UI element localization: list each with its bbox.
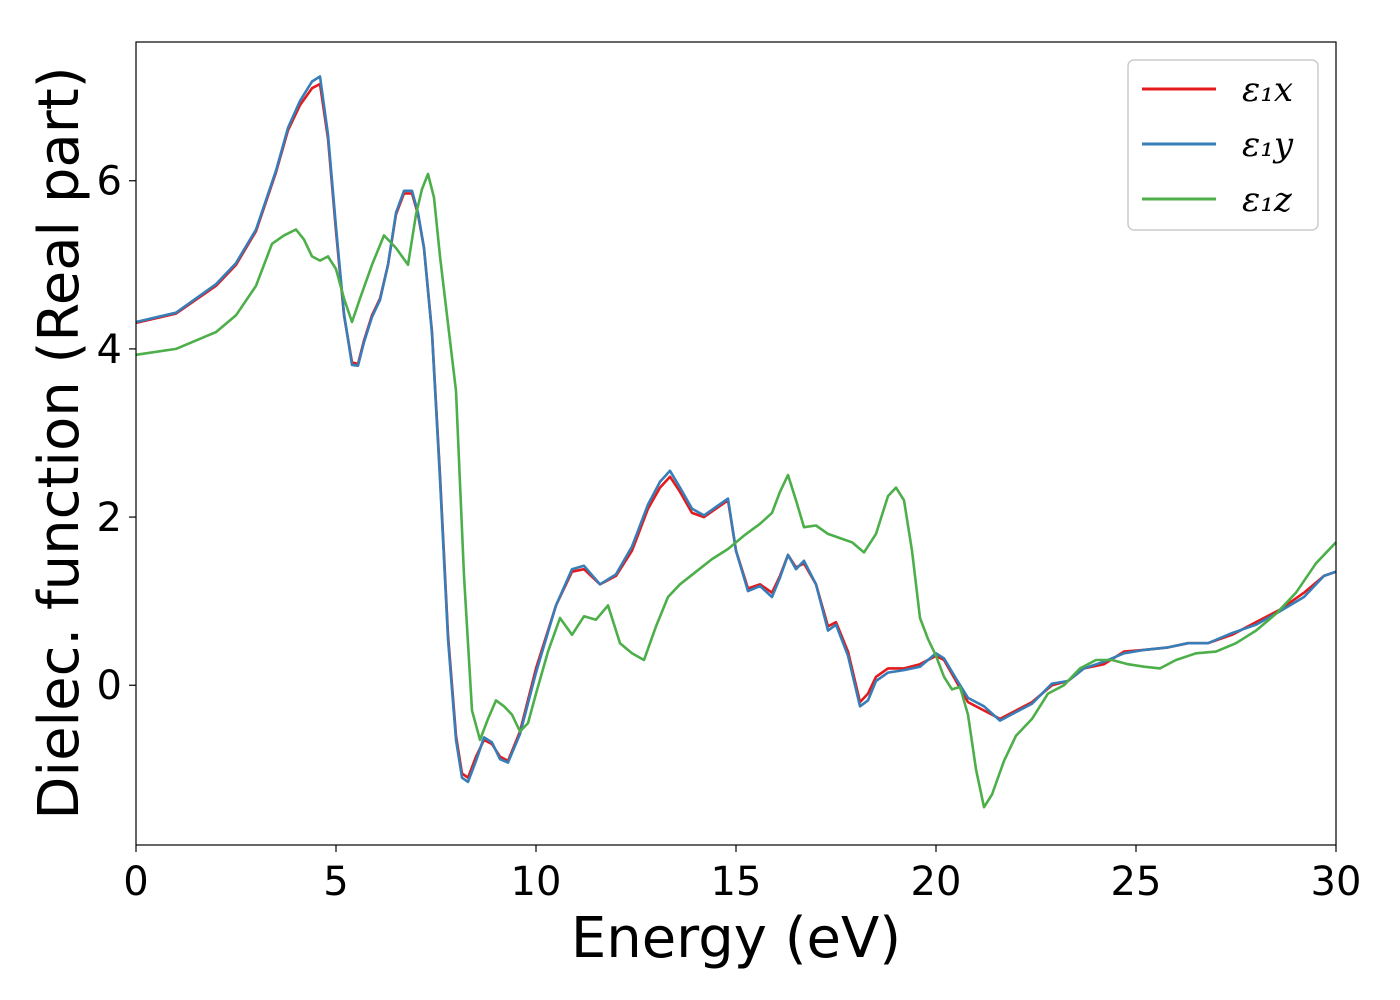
y-axis-title: Dielec. function (Real part) [27,66,92,819]
legend-label-2: ε₁z [1242,180,1293,220]
legend-label-1: ε₁y [1242,125,1294,165]
x-tick-label: 5 [323,859,348,905]
series-line-1 [135,75,1337,784]
y-axis: 0 2 4 6 [97,159,136,709]
x-tick-label: 0 [123,859,148,905]
legend: ε₁x ε₁y ε₁z [1127,59,1319,231]
x-tick-label: 15 [711,859,762,905]
series-layer [135,75,1337,809]
y-tick-label: 4 [97,327,122,373]
y-tick-label: 6 [97,159,122,205]
x-axis-title: Energy (eV) [571,906,901,971]
series-line-2 [135,172,1337,809]
legend-frame [1127,59,1319,231]
x-tick-label: 20 [911,859,962,905]
x-tick-label: 30 [1311,859,1362,905]
x-tick-label: 10 [511,859,562,905]
x-tick-label: 25 [1111,859,1162,905]
legend-label-0: ε₁x [1242,70,1293,110]
y-tick-label: 0 [97,663,122,709]
x-axis: 0 5 10 15 20 25 30 [123,845,1361,905]
y-tick-label: 2 [97,495,122,541]
